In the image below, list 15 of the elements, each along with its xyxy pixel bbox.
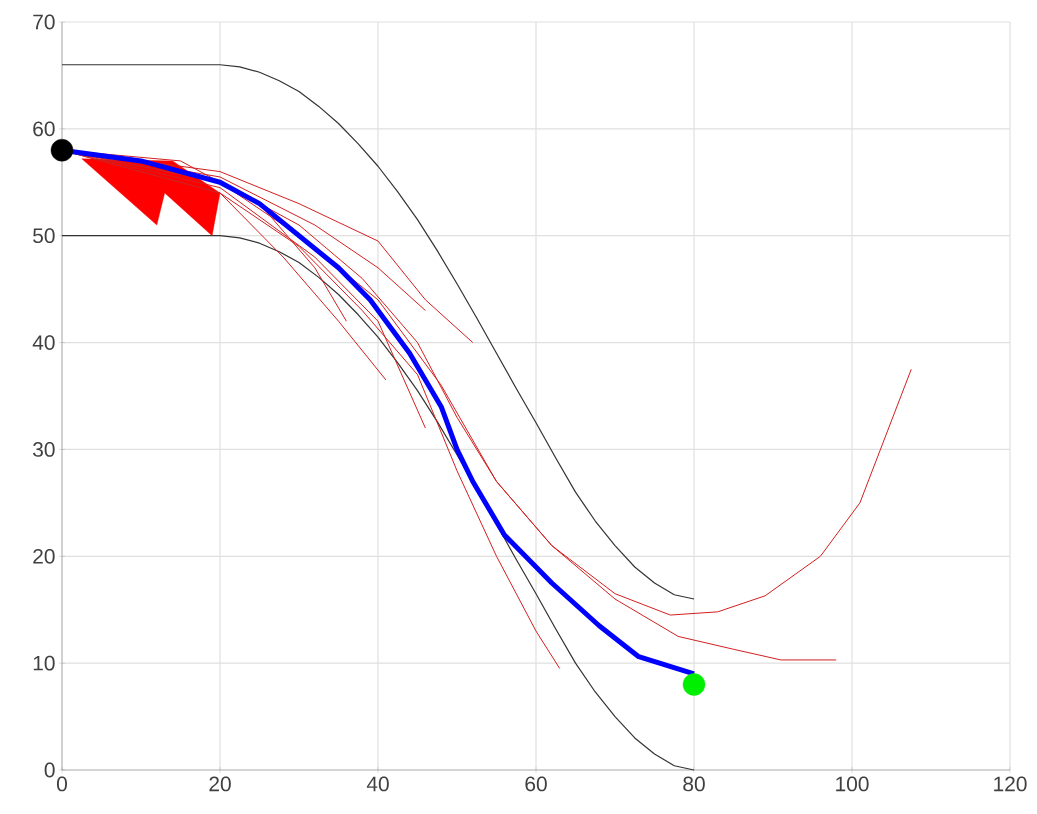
y-tick-label: 50 (33, 228, 55, 244)
y-tick-label: 70 (33, 14, 55, 30)
x-tick-label: 120 (994, 776, 1027, 792)
x-tick-label: 60 (525, 776, 547, 792)
y-tick-label: 10 (33, 655, 55, 671)
y-tick-label: 40 (32, 335, 55, 350)
x-tick-label: 100 (836, 776, 869, 792)
y-tick-label: 0 (44, 762, 55, 778)
x-tick-label: 40 (366, 776, 389, 792)
y-tick-label: 30 (33, 442, 55, 457)
y-tick-label: 20 (33, 548, 55, 564)
y-tick-label: 60 (33, 121, 55, 137)
x-tick-label: 80 (683, 776, 705, 792)
x-tick-label: 20 (209, 776, 231, 792)
x-tick-label: 0 (57, 776, 67, 792)
